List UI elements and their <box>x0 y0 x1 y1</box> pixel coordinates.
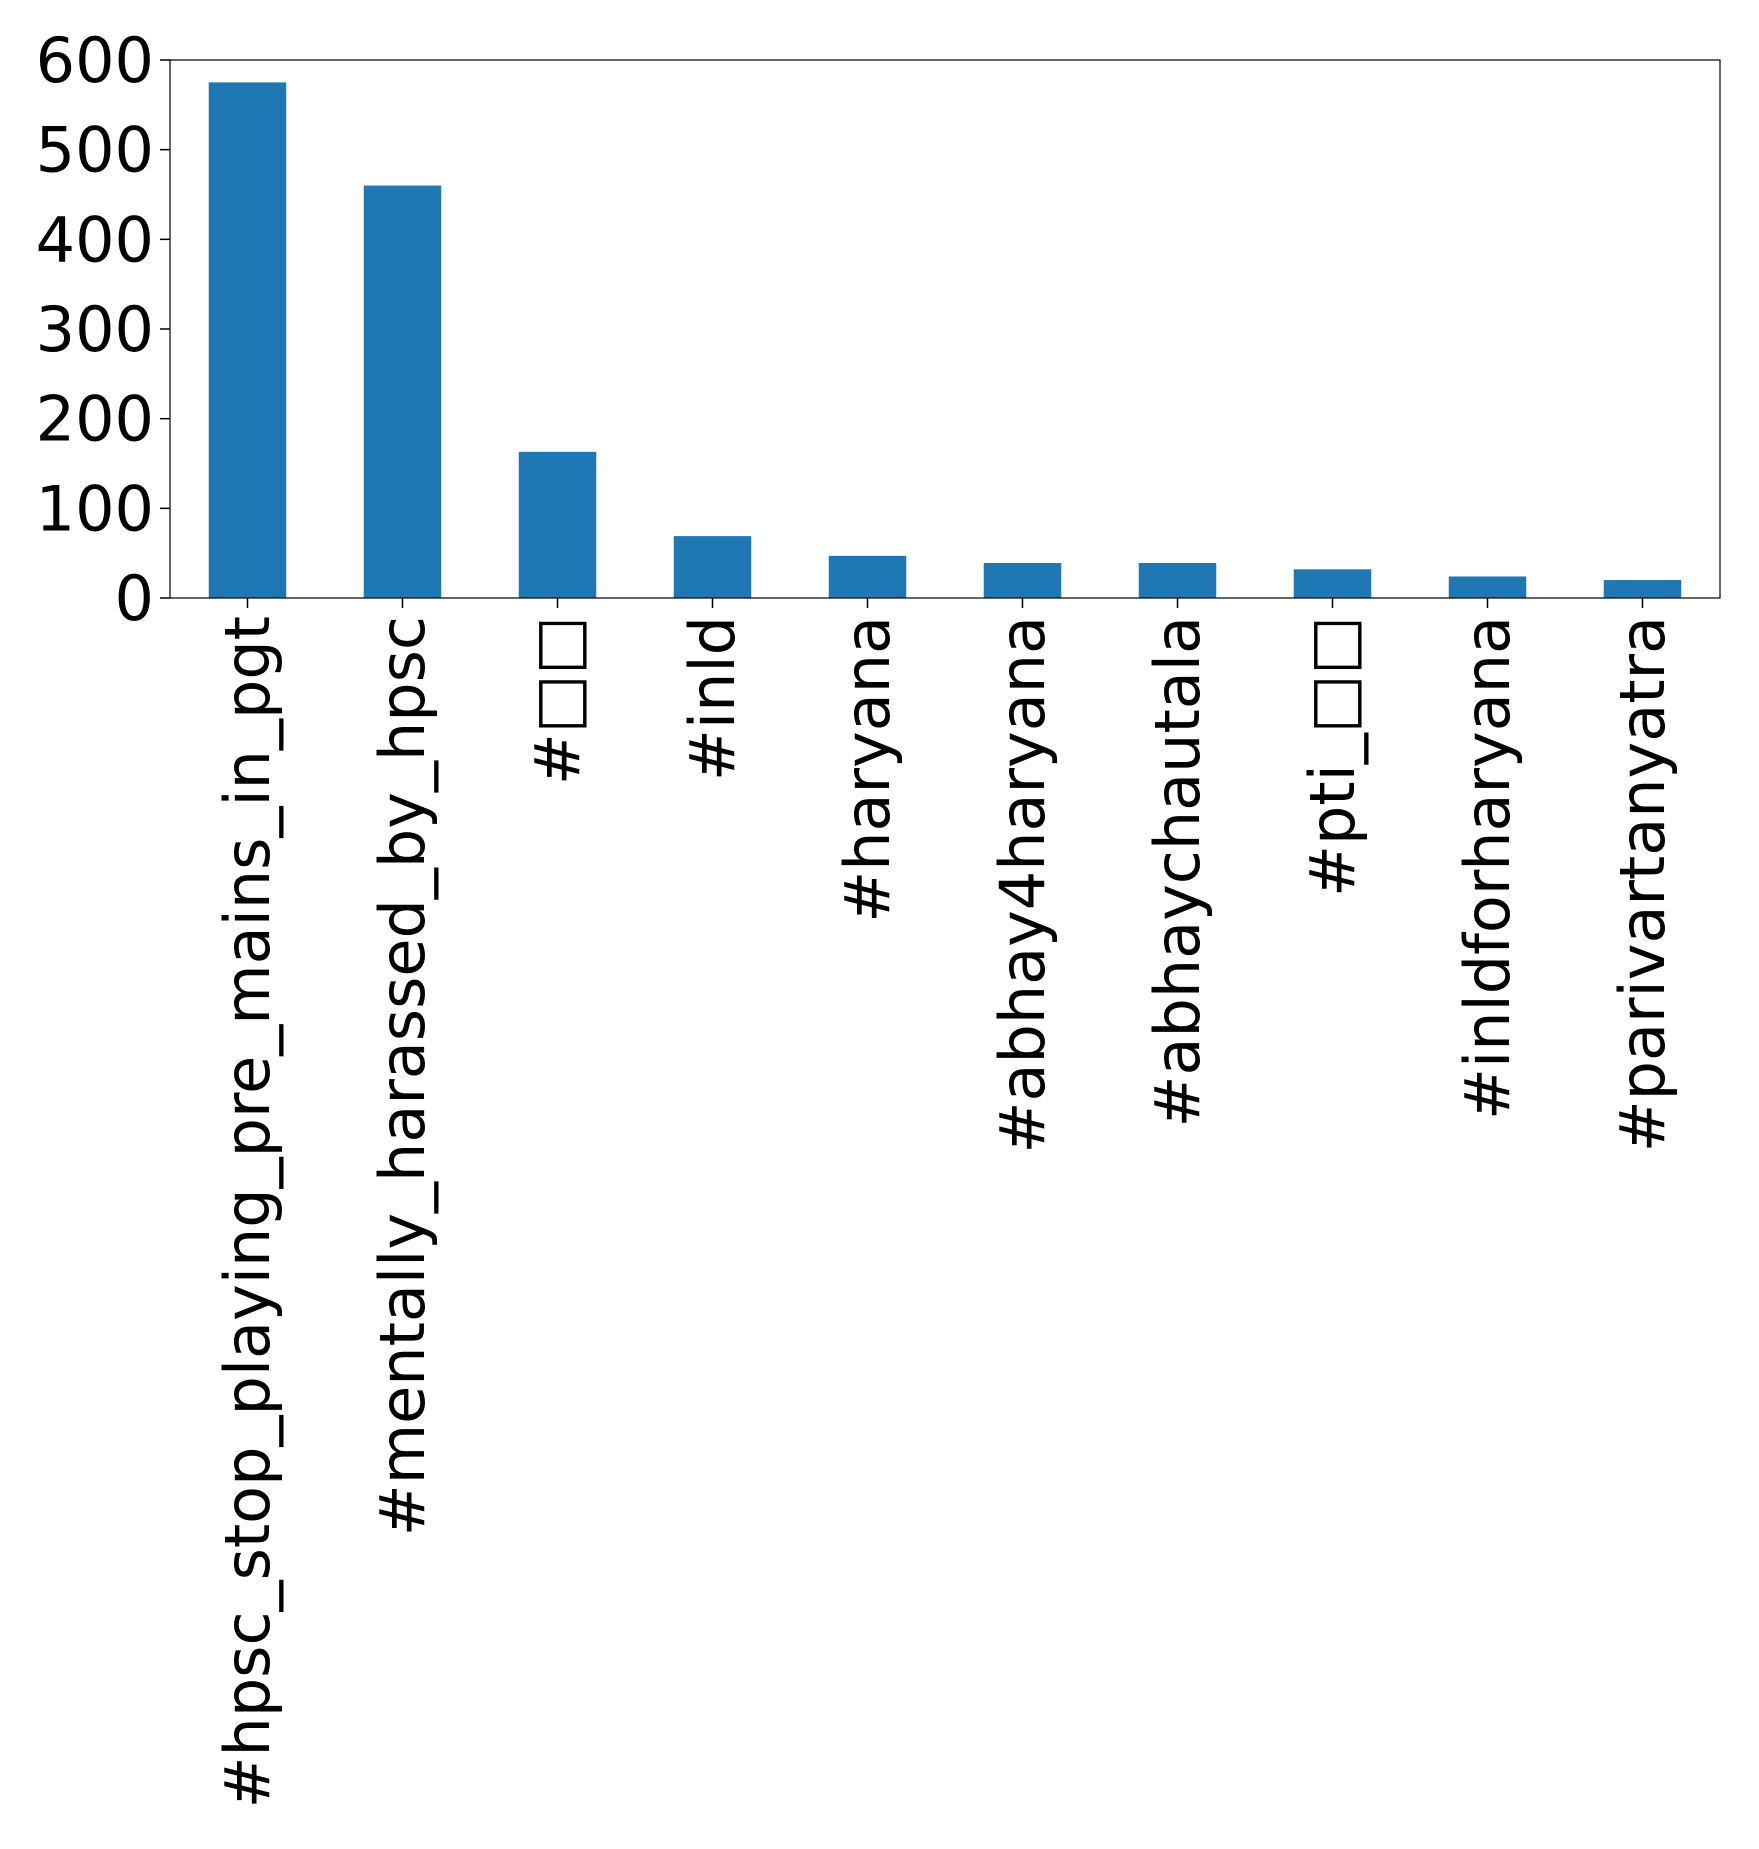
bar-9 <box>1603 580 1682 598</box>
x-tick-label-4: #haryana <box>831 616 904 923</box>
bar-8 <box>1448 576 1527 598</box>
y-tick-label-2: 200 <box>36 383 154 456</box>
x-tick-label-3: #inld <box>676 616 749 781</box>
bars-group <box>208 82 1682 599</box>
bar-6 <box>1138 563 1217 598</box>
x-tick-label-8: #inldforharyana <box>1451 616 1524 1120</box>
x-tick-label-6: #abhaychautala <box>1141 616 1214 1127</box>
bar-2 <box>518 451 597 598</box>
x-tick-label-0: #hpsc_stop_playing_pre_mains_in_pgt <box>211 616 284 1808</box>
y-tick-label-0: 0 <box>115 562 154 635</box>
x-tick-label-5: #abhay4haryana <box>986 616 1059 1153</box>
y-tick-label-6: 600 <box>36 24 154 97</box>
bar-0 <box>208 82 287 598</box>
bar-4 <box>828 555 907 598</box>
bar-5 <box>983 563 1062 598</box>
x-tick-label-9: #parivartanyatra <box>1606 616 1679 1152</box>
bar-1 <box>363 185 442 599</box>
y-axis: 0 100 200 300 400 500 600 <box>36 24 170 635</box>
y-tick-label-5: 500 <box>36 114 154 187</box>
y-tick-label-3: 300 <box>36 293 154 366</box>
y-tick-label-1: 100 <box>36 472 154 545</box>
bar-7 <box>1293 569 1372 598</box>
y-tick-label-4: 400 <box>36 203 154 276</box>
x-axis: #hpsc_stop_playing_pre_mains_in_pgt #ment… <box>211 598 1679 1808</box>
x-tick-label-1: #mentally_harassed_by_hpsc <box>366 616 439 1536</box>
x-tick-label-7: #pti_□□ <box>1296 616 1369 897</box>
bar-3 <box>673 536 752 598</box>
x-tick-label-2: #□□ <box>521 616 594 785</box>
